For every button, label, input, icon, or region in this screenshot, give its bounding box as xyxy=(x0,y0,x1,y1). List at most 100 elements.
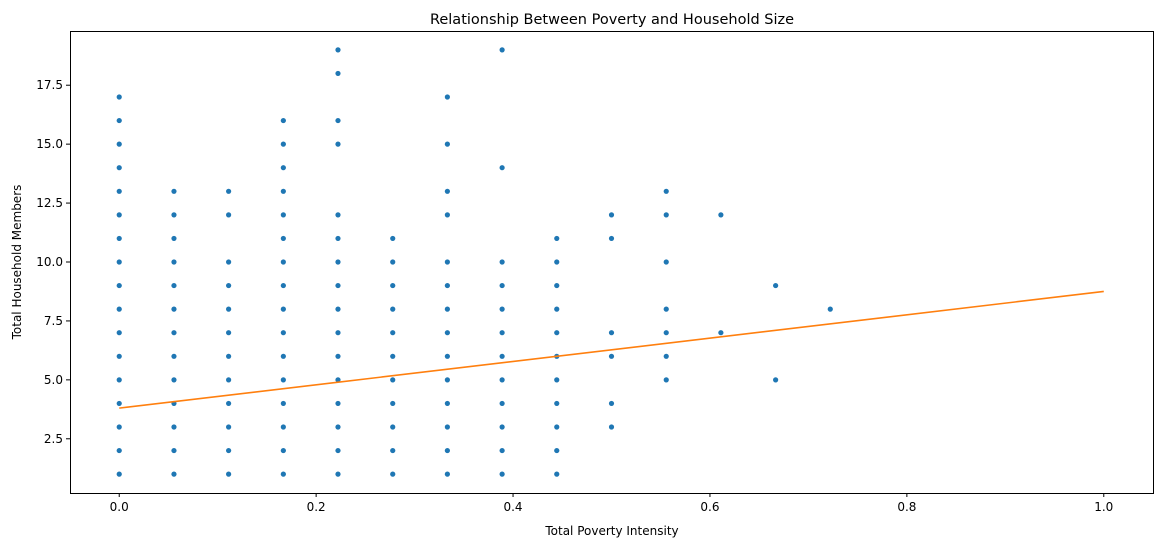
chart-title: Relationship Between Poverty and Househo… xyxy=(430,12,794,28)
data-point xyxy=(335,259,341,265)
data-point xyxy=(554,282,560,289)
x-axis-ticks: 0.0 0.2 0.4 0.6 0.8 1.0 xyxy=(110,493,1113,514)
data-point xyxy=(226,330,232,336)
data-point xyxy=(827,306,833,312)
data-point xyxy=(335,353,341,359)
data-point xyxy=(280,400,286,407)
y-axis-label: Total Household Members xyxy=(10,185,24,341)
data-point xyxy=(390,353,396,359)
data-point xyxy=(663,377,669,383)
data-point xyxy=(171,282,177,289)
data-point xyxy=(116,259,122,265)
x-axis-label: Total Poverty Intensity xyxy=(544,524,678,538)
data-point xyxy=(773,282,779,289)
data-point xyxy=(390,471,396,477)
data-point xyxy=(335,447,341,454)
data-point xyxy=(280,353,286,359)
data-point xyxy=(444,400,450,407)
y-tick-label: 10.0 xyxy=(36,255,63,269)
data-point xyxy=(663,353,669,359)
data-point xyxy=(280,306,286,312)
data-point xyxy=(554,377,560,383)
data-point xyxy=(608,400,615,407)
data-point xyxy=(335,306,341,312)
data-point xyxy=(335,70,341,77)
data-point xyxy=(444,282,450,289)
data-point xyxy=(335,471,341,477)
data-point xyxy=(444,306,450,312)
data-point xyxy=(663,212,669,218)
data-point xyxy=(171,377,177,383)
data-point xyxy=(226,212,232,218)
data-point xyxy=(226,259,232,265)
data-point xyxy=(444,377,450,383)
data-point xyxy=(335,377,341,383)
x-tick-label: 0.4 xyxy=(503,500,522,514)
data-point xyxy=(444,330,450,336)
data-point xyxy=(390,400,396,407)
data-point xyxy=(444,141,450,147)
data-point xyxy=(226,424,232,430)
data-point xyxy=(499,377,505,383)
data-point xyxy=(116,306,122,312)
data-point xyxy=(116,330,122,336)
data-point xyxy=(116,94,122,100)
data-point xyxy=(499,282,505,289)
data-point xyxy=(390,282,396,289)
data-point xyxy=(554,400,560,407)
data-point xyxy=(171,235,177,242)
data-point xyxy=(280,141,286,147)
data-point xyxy=(116,471,122,477)
data-point xyxy=(444,94,450,100)
data-point xyxy=(116,212,122,218)
data-point xyxy=(444,353,450,359)
data-point xyxy=(335,330,341,336)
data-point xyxy=(280,165,286,171)
data-point xyxy=(773,377,779,383)
data-point xyxy=(171,447,177,454)
data-point xyxy=(663,330,669,336)
x-tick-label: 0.2 xyxy=(307,500,326,514)
data-point xyxy=(280,447,286,454)
data-point xyxy=(335,400,341,407)
data-point xyxy=(171,471,177,477)
x-tick-label: 0.0 xyxy=(110,500,129,514)
x-tick-label: 1.0 xyxy=(1094,500,1113,514)
data-point xyxy=(280,235,286,242)
data-point xyxy=(554,330,560,336)
data-point xyxy=(171,259,177,265)
data-point xyxy=(444,212,450,218)
data-point xyxy=(444,471,450,477)
data-point xyxy=(116,188,122,194)
data-point xyxy=(116,165,122,171)
trend-line-group xyxy=(119,290,1104,409)
data-point xyxy=(718,212,724,218)
data-point xyxy=(171,330,177,336)
data-point xyxy=(280,424,286,430)
data-point xyxy=(226,188,232,194)
data-point xyxy=(116,353,122,359)
data-point xyxy=(499,165,505,171)
data-point xyxy=(499,353,505,359)
data-point xyxy=(554,235,560,242)
data-point xyxy=(390,259,396,265)
data-point xyxy=(390,447,396,454)
data-point xyxy=(280,471,286,477)
data-point xyxy=(335,235,341,242)
data-point xyxy=(390,235,396,242)
data-point xyxy=(499,471,505,477)
x-tick-label: 0.6 xyxy=(700,500,719,514)
data-point xyxy=(499,424,505,430)
plot-frame xyxy=(70,31,1154,494)
data-point xyxy=(280,259,286,265)
data-point xyxy=(116,400,122,407)
data-point xyxy=(335,212,341,218)
data-point xyxy=(499,47,505,53)
data-point xyxy=(444,259,450,265)
data-point xyxy=(608,424,615,430)
scatter-points xyxy=(116,47,833,477)
data-point xyxy=(663,306,669,312)
data-point xyxy=(116,282,122,289)
data-point xyxy=(226,447,232,454)
data-point xyxy=(499,400,505,407)
